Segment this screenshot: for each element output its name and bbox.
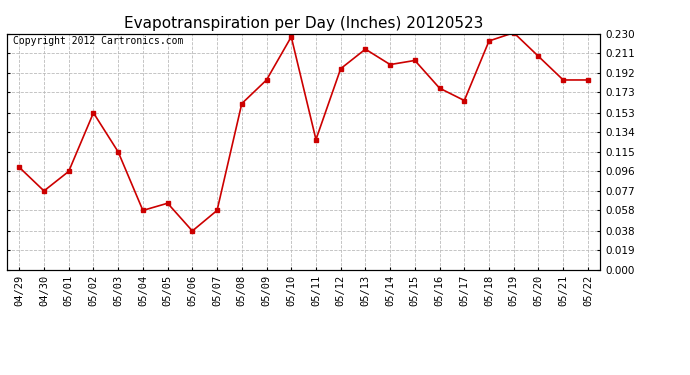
Title: Evapotranspiration per Day (Inches) 20120523: Evapotranspiration per Day (Inches) 2012… xyxy=(124,16,483,31)
Text: Copyright 2012 Cartronics.com: Copyright 2012 Cartronics.com xyxy=(13,36,184,46)
